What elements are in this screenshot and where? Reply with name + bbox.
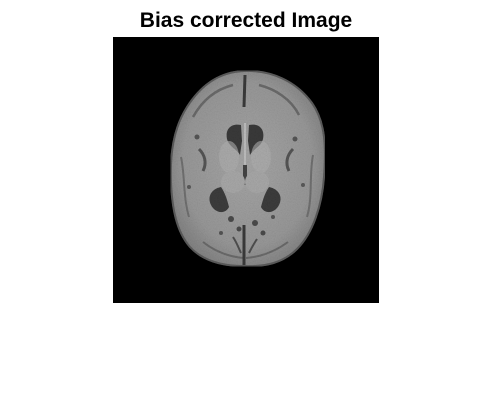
brain-mri-image — [113, 37, 379, 303]
brain-outline — [169, 69, 326, 268]
lateral-ventricle-left-frontal — [226, 124, 242, 155]
figure-title: Bias corrected Image — [139, 9, 353, 32]
lateral-ventricle-right-frontal — [248, 124, 264, 155]
lateral-ventricle-right-occipital — [261, 187, 281, 213]
interhemispheric-fissure — [242, 74, 247, 108]
brain — [169, 69, 326, 268]
lateral-ventricle-left-occipital — [209, 187, 229, 213]
